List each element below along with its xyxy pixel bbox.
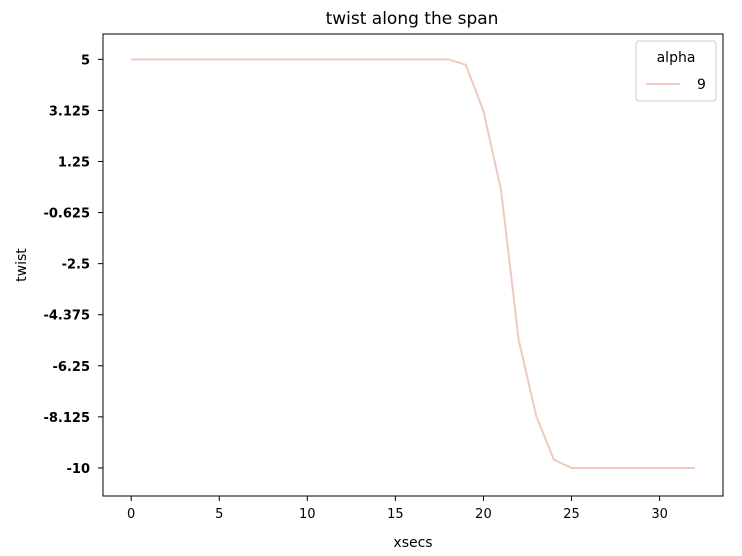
y-axis-ticks: 5 3.125 1.25 -0.625 -2.5 -4.375 -6.25 -8.125 -10 — [43, 53, 103, 477]
plot-area — [102, 33, 724, 497]
x-axis-label: xsecs — [393, 535, 432, 551]
y-tick-label: 5 — [81, 53, 90, 68]
legend-label-series-9: 9 — [697, 77, 706, 93]
y-tick-label: -4.375 — [43, 309, 90, 324]
legend: alpha 9 — [635, 40, 717, 102]
y-tick-label: -0.625 — [43, 207, 90, 222]
y-tick-label: -10 — [67, 462, 91, 477]
chart-title: twist along the span — [326, 9, 499, 29]
x-tick-label: 20 — [475, 507, 492, 522]
x-tick-label: 5 — [215, 507, 223, 522]
y-tick-label: -8.125 — [43, 411, 90, 426]
x-tick-label: 25 — [563, 507, 580, 522]
y-tick-label: -2.5 — [62, 258, 90, 273]
legend-box — [635, 40, 717, 102]
x-axis-ticks: 0 5 10 15 20 25 30 — [127, 496, 668, 522]
x-tick-label: 10 — [299, 507, 316, 522]
y-tick-label: -6.25 — [53, 360, 90, 375]
y-tick-label: 1.25 — [58, 155, 90, 170]
series-line-9 — [131, 58, 695, 469]
y-tick-label: 3.125 — [49, 104, 90, 119]
x-tick-label: 0 — [127, 507, 135, 522]
series-group — [131, 58, 695, 469]
y-axis-label: twist — [14, 248, 30, 282]
x-tick-label: 30 — [651, 507, 668, 522]
x-tick-label: 15 — [387, 507, 404, 522]
legend-title: alpha — [657, 50, 696, 66]
